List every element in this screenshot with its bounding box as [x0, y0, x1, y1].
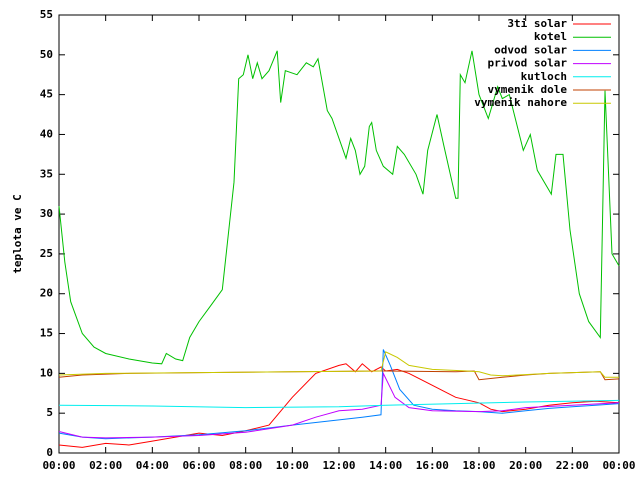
y-tick-label: 15 — [40, 327, 53, 340]
legend-label: vymenik dole — [488, 83, 568, 96]
series-line — [58, 351, 619, 378]
x-tick-label: 04:00 — [136, 459, 169, 472]
series-line — [58, 370, 620, 381]
series-line — [58, 50, 620, 365]
x-tick-label: 08:00 — [229, 459, 262, 472]
x-tick-label: 00:00 — [42, 459, 75, 472]
legend-label: odvod solar — [494, 43, 567, 56]
y-tick-label: 50 — [40, 48, 53, 61]
y-tick-label: 45 — [40, 88, 53, 101]
x-tick-label: 18:00 — [462, 459, 495, 472]
legend-label: 3ti solar — [507, 17, 567, 30]
x-tick-label: 06:00 — [182, 459, 215, 472]
series-line — [58, 371, 620, 439]
legend-label: vymenik nahore — [474, 96, 567, 109]
y-tick-label: 10 — [40, 366, 53, 379]
y-tick-label: 30 — [40, 207, 53, 220]
x-tick-label: 12:00 — [322, 459, 355, 472]
y-tick-label: 20 — [40, 287, 53, 300]
y-tick-label: 5 — [46, 406, 53, 419]
x-tick-label: 00:00 — [602, 459, 635, 472]
series-line — [58, 349, 620, 440]
legend-label: kotel — [534, 30, 567, 43]
legend-label: privod solar — [488, 57, 568, 70]
x-tick-label: 14:00 — [369, 459, 402, 472]
legend-label: kutloch — [521, 70, 567, 83]
y-tick-label: 55 — [40, 8, 53, 21]
x-tick-label: 16:00 — [416, 459, 449, 472]
y-tick-label: 40 — [40, 127, 53, 140]
x-tick-label: 22:00 — [556, 459, 589, 472]
x-tick-label: 20:00 — [509, 459, 542, 472]
x-tick-label: 02:00 — [89, 459, 122, 472]
y-axis-label: teplota ve C — [11, 194, 24, 273]
y-tick-label: 25 — [40, 247, 53, 260]
y-tick-label: 35 — [40, 167, 53, 180]
series-line — [58, 399, 620, 409]
y-tick-label: 0 — [46, 446, 53, 459]
series-line — [58, 363, 620, 448]
x-tick-label: 10:00 — [276, 459, 309, 472]
